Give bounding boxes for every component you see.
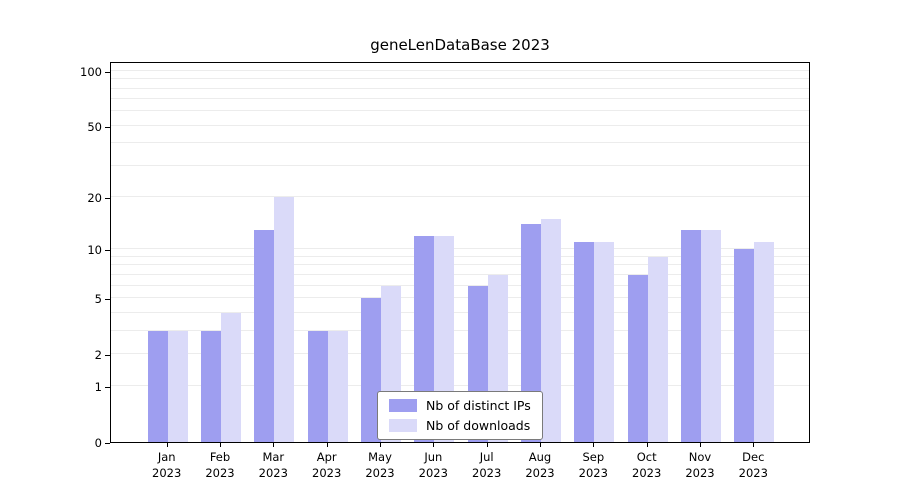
x-axis-tick (166, 443, 168, 447)
bar-distinct-ips (627, 274, 648, 442)
x-axis-tick (220, 443, 221, 447)
legend-item-distinct-ips: Nb of distinct IPs (389, 398, 531, 413)
gridline (111, 311, 809, 313)
legend: Nb of distinct IPs Nb of downloads (377, 391, 543, 440)
bar-distinct-ips (307, 330, 328, 442)
legend-label-distinct-ips: Nb of distinct IPs (426, 398, 531, 413)
x-axis-tick-label: Oct 2023 (632, 450, 662, 480)
bar-downloads (327, 330, 348, 442)
bar-distinct-ips (254, 229, 275, 442)
x-axis-tick-label: Apr 2023 (312, 450, 342, 480)
y-axis-tick-label: 50 (87, 119, 102, 134)
y-axis-tick (105, 71, 110, 73)
gridline (111, 164, 809, 166)
x-axis-tick (700, 443, 701, 447)
x-axis-tick-label: Feb 2023 (205, 450, 235, 480)
y-axis-tick (105, 298, 110, 300)
chart-title: geneLenDataBase 2023 (370, 36, 550, 54)
gridline (111, 264, 809, 266)
gridline (111, 98, 809, 100)
x-axis-tick-label: Sep 2023 (578, 450, 608, 480)
bar-downloads (647, 256, 668, 442)
legend-swatch-downloads (389, 419, 417, 432)
gridline (111, 124, 809, 126)
bar-distinct-ips (361, 297, 381, 442)
x-axis-tick-label: Aug 2023 (525, 450, 555, 480)
y-axis-tick-label: 5 (94, 291, 102, 306)
plot-area (110, 62, 810, 443)
x-axis-tick (486, 443, 488, 447)
gridline (111, 69, 809, 71)
bar-downloads (754, 242, 775, 442)
x-axis-tick-label: Jan 2023 (152, 450, 182, 480)
legend-item-downloads: Nb of downloads (389, 418, 531, 433)
y-axis-tick (105, 250, 110, 252)
x-axis-tick (540, 443, 541, 447)
legend-label-downloads: Nb of downloads (426, 418, 531, 433)
x-axis-tick (273, 443, 275, 447)
gridline (111, 142, 809, 144)
bar-downloads (434, 235, 455, 442)
y-axis-tick (105, 354, 110, 356)
y-axis-tick-label: 0 (94, 436, 102, 450)
x-axis-tick (433, 443, 435, 447)
x-axis-tick-label: Nov 2023 (685, 450, 715, 480)
gridline (111, 273, 809, 275)
x-axis-tick-label: Dec 2023 (738, 450, 768, 480)
bar-distinct-ips (147, 330, 168, 442)
bar-distinct-ips (574, 242, 595, 442)
gridline (111, 110, 809, 112)
x-axis-tick-label: Jul 2023 (472, 450, 502, 480)
x-axis-tick-label: May 2023 (365, 450, 395, 480)
legend-swatch-distinct-ips (389, 399, 417, 412)
bar-downloads (594, 242, 615, 442)
x-axis-tick-label: Jun 2023 (418, 450, 448, 480)
x-axis-tick (753, 443, 755, 447)
bar-downloads (221, 312, 241, 442)
x-axis-tick (593, 443, 595, 447)
y-axis-tick-label: 100 (80, 64, 102, 79)
y-axis-tick (105, 443, 110, 444)
y-axis-tick (105, 126, 110, 128)
bar-downloads (274, 197, 295, 442)
gridline (111, 87, 809, 89)
gridline (111, 248, 809, 250)
bar-distinct-ips (201, 330, 221, 442)
bar-downloads (701, 229, 721, 442)
bar-distinct-ips (521, 224, 541, 442)
y-axis-tick (105, 198, 110, 200)
x-axis-tick-label: Mar 2023 (258, 450, 288, 480)
y-axis-tick-label: 2 (94, 347, 102, 362)
bar-downloads (167, 330, 188, 442)
bar-distinct-ips (414, 235, 435, 442)
y-axis-tick-label: 10 (87, 243, 102, 258)
gridline (111, 296, 809, 298)
gridline (111, 284, 809, 286)
y-axis-tick-label: 1 (94, 380, 102, 395)
x-axis-tick (646, 443, 648, 447)
bar-downloads (541, 219, 561, 442)
gridline (111, 255, 809, 257)
x-axis-tick (380, 443, 381, 447)
bar-distinct-ips (734, 249, 755, 442)
gridline (111, 352, 809, 354)
y-axis-tick-label: 20 (87, 191, 102, 206)
bar-distinct-ips (681, 229, 701, 442)
gridline (111, 329, 809, 331)
y-axis-tick (105, 387, 110, 389)
gridline (111, 385, 809, 387)
gridline (111, 196, 809, 198)
gridline (111, 78, 809, 80)
x-axis-tick (326, 443, 328, 447)
